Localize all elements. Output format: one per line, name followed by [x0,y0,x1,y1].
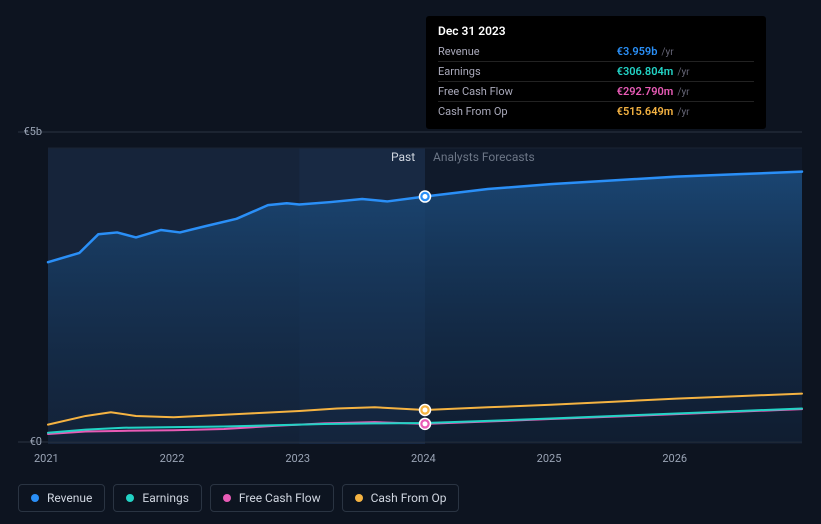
legend-label: Revenue [47,491,92,505]
y-axis-label: €5b [23,125,42,138]
tooltip-row: Earnings€306.804m/yr [438,62,754,82]
y-axis-label: €0 [30,435,42,448]
x-axis-label: 2021 [34,452,59,465]
legend: Revenue Earnings Free Cash Flow Cash From O… [18,484,459,512]
tooltip-row: Free Cash Flow€292.790m/yr [438,82,754,102]
legend-label: Earnings [142,491,189,505]
tooltip-row-label: Free Cash Flow [438,82,617,102]
legend-label: Cash From Op [371,491,447,505]
legend-item-fcf[interactable]: Free Cash Flow [210,484,334,512]
region-label-forecast: Analysts Forecasts [433,150,535,164]
legend-dot-icon [126,494,134,502]
financials-chart: { "layout": { "width": 821, "height": 52… [0,0,821,524]
legend-label: Free Cash Flow [239,491,321,505]
tooltip-row-label: Earnings [438,62,617,82]
x-axis-label: 2022 [160,452,185,465]
tooltip-row-value: €3.959b/yr [617,42,754,62]
legend-dot-icon [223,494,231,502]
tooltip-row-value: €515.649m/yr [617,102,754,122]
legend-item-earnings[interactable]: Earnings [113,484,202,512]
tooltip-row-label: Cash From Op [438,102,617,122]
region-label-past: Past [391,150,415,164]
tooltip-row-value: €306.804m/yr [617,62,754,82]
x-axis-label: 2026 [662,452,687,465]
x-axis-label: 2023 [285,452,310,465]
legend-item-revenue[interactable]: Revenue [18,484,105,512]
tooltip-table: Revenue€3.959b/yrEarnings€306.804m/yrFre… [438,42,754,121]
tooltip-row: Cash From Op€515.649m/yr [438,102,754,122]
hover-tooltip: Dec 31 2023 Revenue€3.959b/yrEarnings€30… [426,16,766,129]
legend-dot-icon [355,494,363,502]
x-axis-label: 2024 [411,452,436,465]
tooltip-row: Revenue€3.959b/yr [438,42,754,62]
x-axis-label: 2025 [537,452,562,465]
tooltip-row-value: €292.790m/yr [617,82,754,102]
legend-dot-icon [31,494,39,502]
tooltip-row-label: Revenue [438,42,617,62]
tooltip-date: Dec 31 2023 [438,24,754,38]
legend-item-cashop[interactable]: Cash From Op [342,484,460,512]
